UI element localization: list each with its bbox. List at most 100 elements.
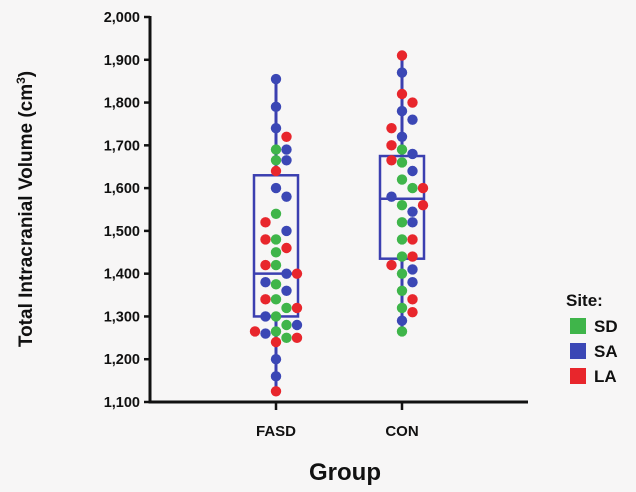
data-point-sa [260, 277, 271, 288]
data-point-sa [281, 155, 292, 166]
data-point-la [396, 88, 408, 100]
data-point-sa [407, 217, 418, 228]
y-tick-label: 1,200 [104, 352, 140, 368]
data-point-sa [260, 311, 271, 322]
y-tick-label: 1,100 [104, 395, 140, 411]
data-point-la [270, 165, 282, 177]
data-point-sd [270, 208, 282, 219]
legend-swatch-sa [570, 343, 586, 359]
data-point-la [407, 294, 418, 305]
data-point-la [407, 251, 418, 262]
data-point-sa [407, 165, 418, 177]
legend-label-sd: SD [594, 317, 618, 336]
data-point-sd [396, 174, 408, 185]
data-point-sa [396, 105, 408, 117]
data-point-sd [270, 279, 282, 290]
y-tick-label: 1,400 [104, 267, 140, 283]
data-point-sa [260, 328, 271, 339]
data-point-sd [281, 302, 292, 314]
data-point-sa [291, 319, 303, 331]
data-point-sd [396, 268, 408, 279]
data-point-sd [270, 155, 282, 166]
data-point-la [249, 326, 261, 337]
y-tick-label: 1,300 [104, 309, 140, 325]
data-point-la [417, 200, 429, 211]
data-point-la [386, 259, 397, 271]
data-point-sa [407, 264, 418, 275]
x-axis-title: Group [309, 459, 381, 486]
legend-label-la: LA [594, 367, 617, 386]
data-point-sa [396, 131, 408, 142]
y-axis-title: Total Intracranial Volume (cm3) [14, 71, 37, 347]
data-point-sd [270, 311, 282, 322]
data-point-sa [407, 277, 418, 288]
data-point-sa [407, 148, 418, 160]
data-point-la [407, 97, 418, 108]
data-point-sa [270, 371, 282, 382]
data-point-la [260, 294, 271, 305]
data-point-sd [396, 157, 408, 168]
data-point-sd [396, 326, 408, 337]
data-point-sa [386, 191, 397, 202]
legend: Site: SD SA LA [566, 291, 618, 386]
data-point-la [260, 234, 271, 245]
data-point-sd [270, 234, 282, 245]
y-tick-label: 1,900 [104, 53, 140, 69]
data-point-la [417, 182, 429, 194]
data-point-sd [270, 294, 282, 305]
data-point-sd [281, 319, 292, 331]
data-point-sd [270, 326, 282, 337]
data-points [249, 50, 429, 397]
legend-swatch-la [570, 368, 586, 384]
y-axis-title-main: Total Intracranial Volume (cm [16, 84, 37, 347]
data-point-sa [270, 123, 282, 134]
data-point-sa [270, 354, 282, 365]
data-point-sd [396, 234, 408, 245]
data-point-la [386, 155, 397, 166]
y-tick-label: 1,700 [104, 138, 140, 154]
y-tick-label: 1,500 [104, 224, 140, 240]
legend-title: Site: [566, 291, 603, 310]
data-point-sd [270, 144, 282, 155]
legend-swatch-sd [570, 318, 586, 334]
data-point-sd [396, 302, 408, 314]
data-point-la [281, 242, 292, 254]
x-tick-label-con: CON [385, 423, 418, 440]
data-point-sd [396, 144, 408, 155]
y-axis-title-superscript: 3 [14, 77, 28, 84]
y-tick-label: 2,000 [104, 10, 140, 26]
y-axis-title-close: ) [16, 71, 37, 77]
data-point-sa [270, 101, 282, 113]
data-point-sa [396, 67, 408, 78]
data-point-la [386, 140, 397, 151]
data-point-sd [270, 259, 282, 271]
data-point-la [291, 268, 303, 279]
data-point-sd [396, 217, 408, 228]
data-point-sa [407, 114, 418, 125]
data-point-sa [281, 268, 292, 279]
data-point-sa [407, 206, 418, 217]
axes [148, 16, 528, 404]
data-point-la [260, 217, 271, 228]
data-point-sa [396, 315, 408, 326]
data-point-sa [281, 225, 292, 237]
y-tick-label: 1,800 [104, 96, 140, 112]
data-point-sa [270, 73, 282, 85]
legend-label-sa: SA [594, 342, 618, 361]
data-point-sa [281, 285, 292, 296]
data-point-sd [396, 251, 408, 262]
data-point-sd [396, 200, 408, 211]
data-point-la [291, 302, 303, 314]
data-point-la [407, 234, 418, 245]
data-point-la [407, 306, 418, 318]
data-point-la [396, 50, 408, 61]
data-point-la [260, 259, 271, 271]
data-point-sd [270, 247, 282, 258]
data-point-la [281, 131, 292, 142]
data-point-la [270, 336, 282, 348]
data-point-la [386, 123, 397, 134]
x-tick-labels: FASD CON [256, 402, 419, 440]
data-point-la [291, 332, 303, 344]
y-tick-label: 1,600 [104, 181, 140, 197]
